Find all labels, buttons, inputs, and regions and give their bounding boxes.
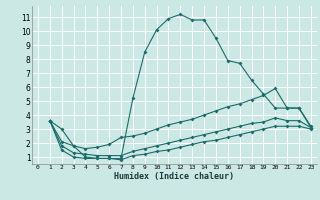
X-axis label: Humidex (Indice chaleur): Humidex (Indice chaleur) [115, 172, 234, 181]
